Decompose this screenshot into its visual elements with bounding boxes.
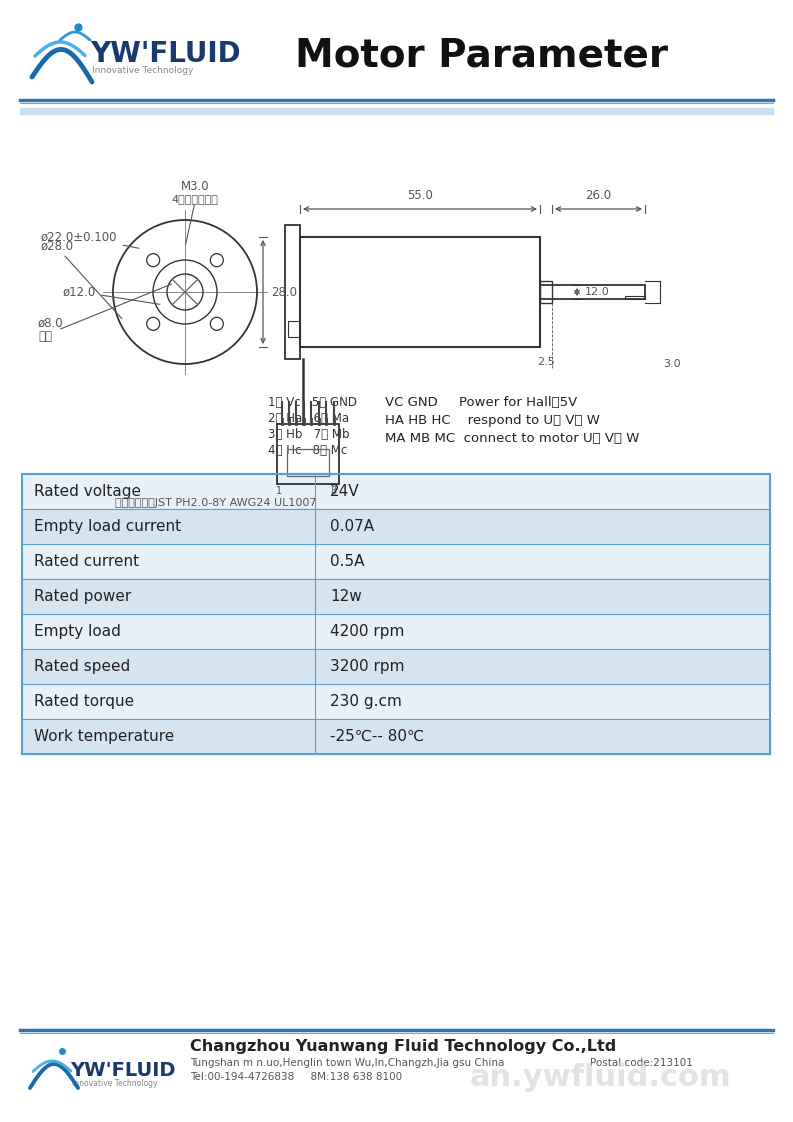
Bar <box>286 449 328 476</box>
Text: Rated current: Rated current <box>34 554 139 569</box>
Text: 1： Vc   5： GND: 1： Vc 5： GND <box>269 396 358 410</box>
Bar <box>22 614 770 649</box>
Text: HA HB HC    respond to U， V， W: HA HB HC respond to U， V， W <box>385 414 600 427</box>
Text: YW'FLUID: YW'FLUID <box>90 40 240 68</box>
Bar <box>22 509 770 544</box>
Text: 4个均布，打穿: 4个均布，打穿 <box>171 194 218 204</box>
Text: MA MB MC  connect to motor U， V， W: MA MB MC connect to motor U， V， W <box>385 432 639 445</box>
Text: 4： Hc   8： Mc: 4： Hc 8： Mc <box>269 444 348 457</box>
Bar <box>277 424 339 484</box>
Text: 12.0: 12.0 <box>585 287 610 297</box>
Text: an.ywfluid.com: an.ywfluid.com <box>470 1063 732 1092</box>
Text: Empty load current: Empty load current <box>34 519 181 534</box>
Text: 2.5: 2.5 <box>537 357 555 367</box>
Bar <box>22 579 770 614</box>
Bar <box>288 321 300 337</box>
Bar <box>300 237 540 347</box>
Text: 8: 8 <box>331 486 336 496</box>
Text: Rated speed: Rated speed <box>34 659 130 674</box>
Text: 230 g.cm: 230 g.cm <box>330 695 402 709</box>
Text: 穿孔: 穿孔 <box>38 330 52 343</box>
Text: Empty load: Empty load <box>34 624 121 640</box>
Text: 0.07A: 0.07A <box>330 519 374 534</box>
Text: YW'FLUID: YW'FLUID <box>70 1060 175 1079</box>
Text: Rated power: Rated power <box>34 589 132 604</box>
Text: Motor Parameter: Motor Parameter <box>295 36 668 74</box>
Bar <box>540 285 645 298</box>
Bar <box>22 473 770 754</box>
Text: 26.0: 26.0 <box>585 188 611 202</box>
Text: VC GND     Power for Hall，5V: VC GND Power for Hall，5V <box>385 396 577 410</box>
Text: 4200 rpm: 4200 rpm <box>330 624 404 640</box>
Bar <box>22 544 770 579</box>
Text: Rated voltage: Rated voltage <box>34 484 141 499</box>
Text: 2： Ha   6： Ma: 2： Ha 6： Ma <box>269 412 350 425</box>
Text: 3.0: 3.0 <box>663 359 680 369</box>
Text: Changzhou Yuanwang Fluid Technology Co.,Ltd: Changzhou Yuanwang Fluid Technology Co.,… <box>190 1039 616 1055</box>
Bar <box>22 473 770 509</box>
Text: 12w: 12w <box>330 589 362 604</box>
Text: Innovative Technology: Innovative Technology <box>72 1078 158 1087</box>
Text: 引出线接口：JST PH2.0-8Y AWG24 UL1007: 引出线接口：JST PH2.0-8Y AWG24 UL1007 <box>115 498 316 508</box>
Text: ø8.0: ø8.0 <box>38 318 63 330</box>
Text: M3.0: M3.0 <box>181 180 209 193</box>
Text: 3： Hb   7： Mb: 3： Hb 7： Mb <box>269 427 350 441</box>
Text: Innovative Technology: Innovative Technology <box>92 65 193 74</box>
Bar <box>20 108 773 114</box>
Text: 0.5A: 0.5A <box>330 554 365 569</box>
Text: Postal code:213101: Postal code:213101 <box>590 1058 693 1068</box>
Text: ø12.0: ø12.0 <box>63 285 160 304</box>
Text: 1: 1 <box>277 486 282 496</box>
Text: 3200 rpm: 3200 rpm <box>330 659 404 674</box>
Bar <box>540 280 552 303</box>
Bar <box>22 684 770 719</box>
Text: -25℃-- 80℃: -25℃-- 80℃ <box>330 729 424 744</box>
Text: Tungshan m n.uo,Henglin town Wu,ln,Changzh,Jia gsu China: Tungshan m n.uo,Henglin town Wu,ln,Chang… <box>190 1058 504 1068</box>
Bar <box>22 649 770 684</box>
Text: Work temperature: Work temperature <box>34 729 174 744</box>
Text: Rated torque: Rated torque <box>34 695 134 709</box>
Bar <box>285 226 300 359</box>
Text: ø28.0: ø28.0 <box>41 240 74 252</box>
Text: Tel:00-194-4726838     8M:138 638 8100: Tel:00-194-4726838 8M:138 638 8100 <box>190 1072 402 1082</box>
Text: 55.0: 55.0 <box>407 188 433 202</box>
Text: 24V: 24V <box>330 484 359 499</box>
Text: 28.0: 28.0 <box>271 285 297 298</box>
Bar <box>22 719 770 754</box>
Text: ø22.0±0.100: ø22.0±0.100 <box>41 230 139 248</box>
